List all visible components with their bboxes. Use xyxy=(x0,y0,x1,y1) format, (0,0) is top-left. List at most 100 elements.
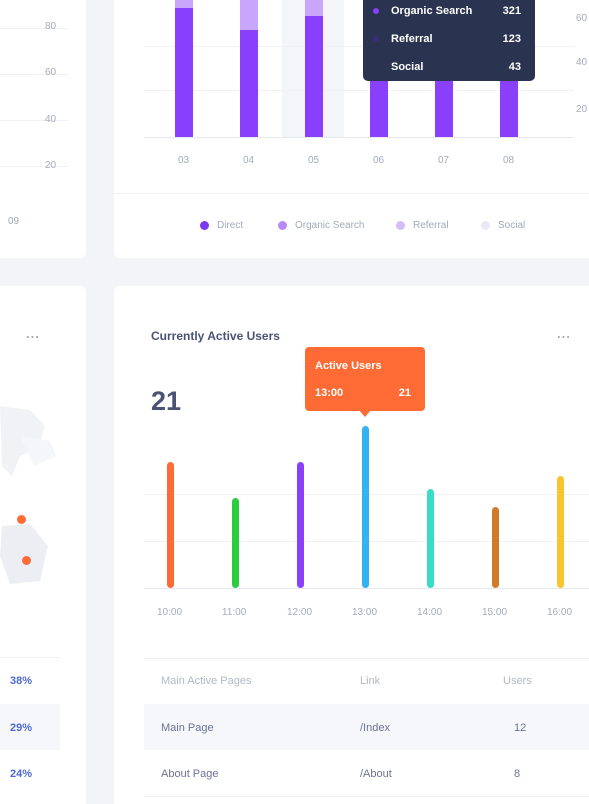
active-users-bar-1600[interactable] xyxy=(557,475,564,588)
traffic-sources-card-left: 80 60 40 20 09 xyxy=(0,0,86,258)
divider xyxy=(114,193,589,194)
table-row[interactable] xyxy=(144,704,589,750)
x-tick: 13:00 xyxy=(352,607,378,618)
user-map-card: ... 38% 29% 24% xyxy=(0,286,86,804)
percent-value: 24% xyxy=(10,768,33,780)
legend-dot xyxy=(396,221,405,230)
tooltip-value: 21 xyxy=(398,387,411,399)
active-user-count: 21 xyxy=(151,386,182,416)
row-highlight xyxy=(0,704,60,750)
tooltip-dot xyxy=(373,36,379,42)
gridline xyxy=(0,74,68,75)
legend-item-social[interactable]: Social xyxy=(481,220,525,231)
y-tick: 20 xyxy=(45,160,57,171)
legend-dot xyxy=(278,221,287,230)
tooltip-title: Active Users xyxy=(315,360,382,372)
bar-direct-04[interactable] xyxy=(240,30,258,137)
x-tick: 14:00 xyxy=(417,607,443,618)
y-tick-right: 20 xyxy=(576,104,588,115)
percent-value: 29% xyxy=(10,722,33,734)
legend-label: Social xyxy=(498,220,526,231)
x-tick: 06 xyxy=(373,155,385,166)
bar-direct-07[interactable] xyxy=(435,80,453,137)
legend-item-direct[interactable]: Direct xyxy=(200,220,243,231)
more-menu-icon[interactable]: ... xyxy=(557,326,571,341)
bar-organic-04[interactable] xyxy=(240,0,258,30)
gridline xyxy=(0,28,68,29)
percent-value: 38% xyxy=(10,675,33,687)
divider xyxy=(0,657,60,658)
bar-direct-05[interactable] xyxy=(305,16,323,137)
legend-item-referral[interactable]: Referral xyxy=(396,220,449,231)
x-tick: 16:00 xyxy=(547,607,573,618)
table-cell-page: Main Page xyxy=(161,722,214,734)
table-cell-users: 12 xyxy=(514,722,527,734)
legend-dot xyxy=(481,221,490,230)
active-users-bar-1000[interactable] xyxy=(167,462,174,588)
tooltip-row-referral: Referral 123 xyxy=(373,33,521,45)
table-cell-link[interactable]: /Index xyxy=(360,722,390,734)
tooltip-label: Social xyxy=(391,61,424,73)
tooltip-row-social: Social 43 xyxy=(373,61,521,73)
tooltip-value: 321 xyxy=(502,5,521,17)
legend-label: Direct xyxy=(217,220,244,231)
x-tick: 10:00 xyxy=(157,607,183,618)
legend-item-organic-search[interactable]: Organic Search xyxy=(278,220,364,231)
tooltip-row-organic-search: Organic Search 321 xyxy=(373,5,521,17)
table-header-page: Main Active Pages xyxy=(161,675,252,687)
table-cell-link[interactable]: /About xyxy=(360,768,392,780)
tooltip-dot xyxy=(373,8,379,14)
y-tick: 60 xyxy=(45,67,57,78)
gridline xyxy=(144,90,574,91)
x-tick: 11:00 xyxy=(222,607,247,618)
tooltip-value: 123 xyxy=(502,33,521,45)
tooltip-label: Referral xyxy=(391,33,433,45)
x-tick: 05 xyxy=(308,155,320,166)
traffic-tooltip: Organic Search 321 Referral 123 Social 4… xyxy=(363,0,535,81)
active-users-bar-1400[interactable] xyxy=(427,489,434,588)
active-users-bar-1300[interactable] xyxy=(362,426,369,588)
map-location-marker[interactable] xyxy=(17,515,26,524)
y-tick: 40 xyxy=(45,114,57,125)
table-header-users: Users xyxy=(503,675,532,687)
bar-direct-06[interactable] xyxy=(370,80,388,137)
legend-label: Referral xyxy=(413,220,449,231)
active-users-tooltip: Active Users 13:00 21 xyxy=(305,347,425,417)
gridline xyxy=(144,46,574,47)
card-title: Currently Active Users xyxy=(151,329,280,343)
active-users-bar-1500[interactable] xyxy=(492,507,499,588)
bar-organic-03[interactable] xyxy=(175,0,193,8)
gridline xyxy=(0,120,68,121)
active-users-bar-1100[interactable] xyxy=(232,498,239,588)
more-menu-icon[interactable]: ... xyxy=(26,326,40,341)
traffic-sources-card: 03 04 05 06 07 08 60 40 20 Direct Organi… xyxy=(114,0,589,258)
bar-direct-03[interactable] xyxy=(175,8,193,137)
tooltip-label: Organic Search xyxy=(391,5,473,17)
active-users-bar-1200[interactable] xyxy=(297,462,304,588)
x-tick: 12:00 xyxy=(287,607,313,618)
legend-label: Organic Search xyxy=(295,220,365,231)
map-location-marker[interactable] xyxy=(22,556,31,565)
world-map-fragment xyxy=(0,406,56,584)
tooltip-pointer xyxy=(359,410,371,417)
x-tick: 08 xyxy=(503,155,515,166)
y-tick-right: 40 xyxy=(576,57,588,68)
table-cell-users: 8 xyxy=(514,768,521,780)
x-tick: 15:00 xyxy=(482,607,508,618)
bar-organic-05[interactable] xyxy=(305,0,323,16)
table-header-link: Link xyxy=(360,675,381,687)
table-cell-page: About Page xyxy=(161,768,219,780)
divider xyxy=(144,796,589,797)
tooltip-value: 43 xyxy=(508,61,521,73)
x-tick: 09 xyxy=(8,216,20,227)
active-users-card: Currently Active Users ... 21 10:00 11:00… xyxy=(114,286,589,804)
gridline xyxy=(0,166,68,167)
tooltip-dot xyxy=(373,64,379,70)
divider xyxy=(144,658,589,659)
x-tick: 03 xyxy=(178,155,190,166)
y-tick-right: 60 xyxy=(576,13,588,24)
x-tick: 04 xyxy=(243,155,255,166)
legend-dot xyxy=(200,221,209,230)
bar-direct-08[interactable] xyxy=(500,80,518,137)
x-axis-line xyxy=(144,588,589,589)
